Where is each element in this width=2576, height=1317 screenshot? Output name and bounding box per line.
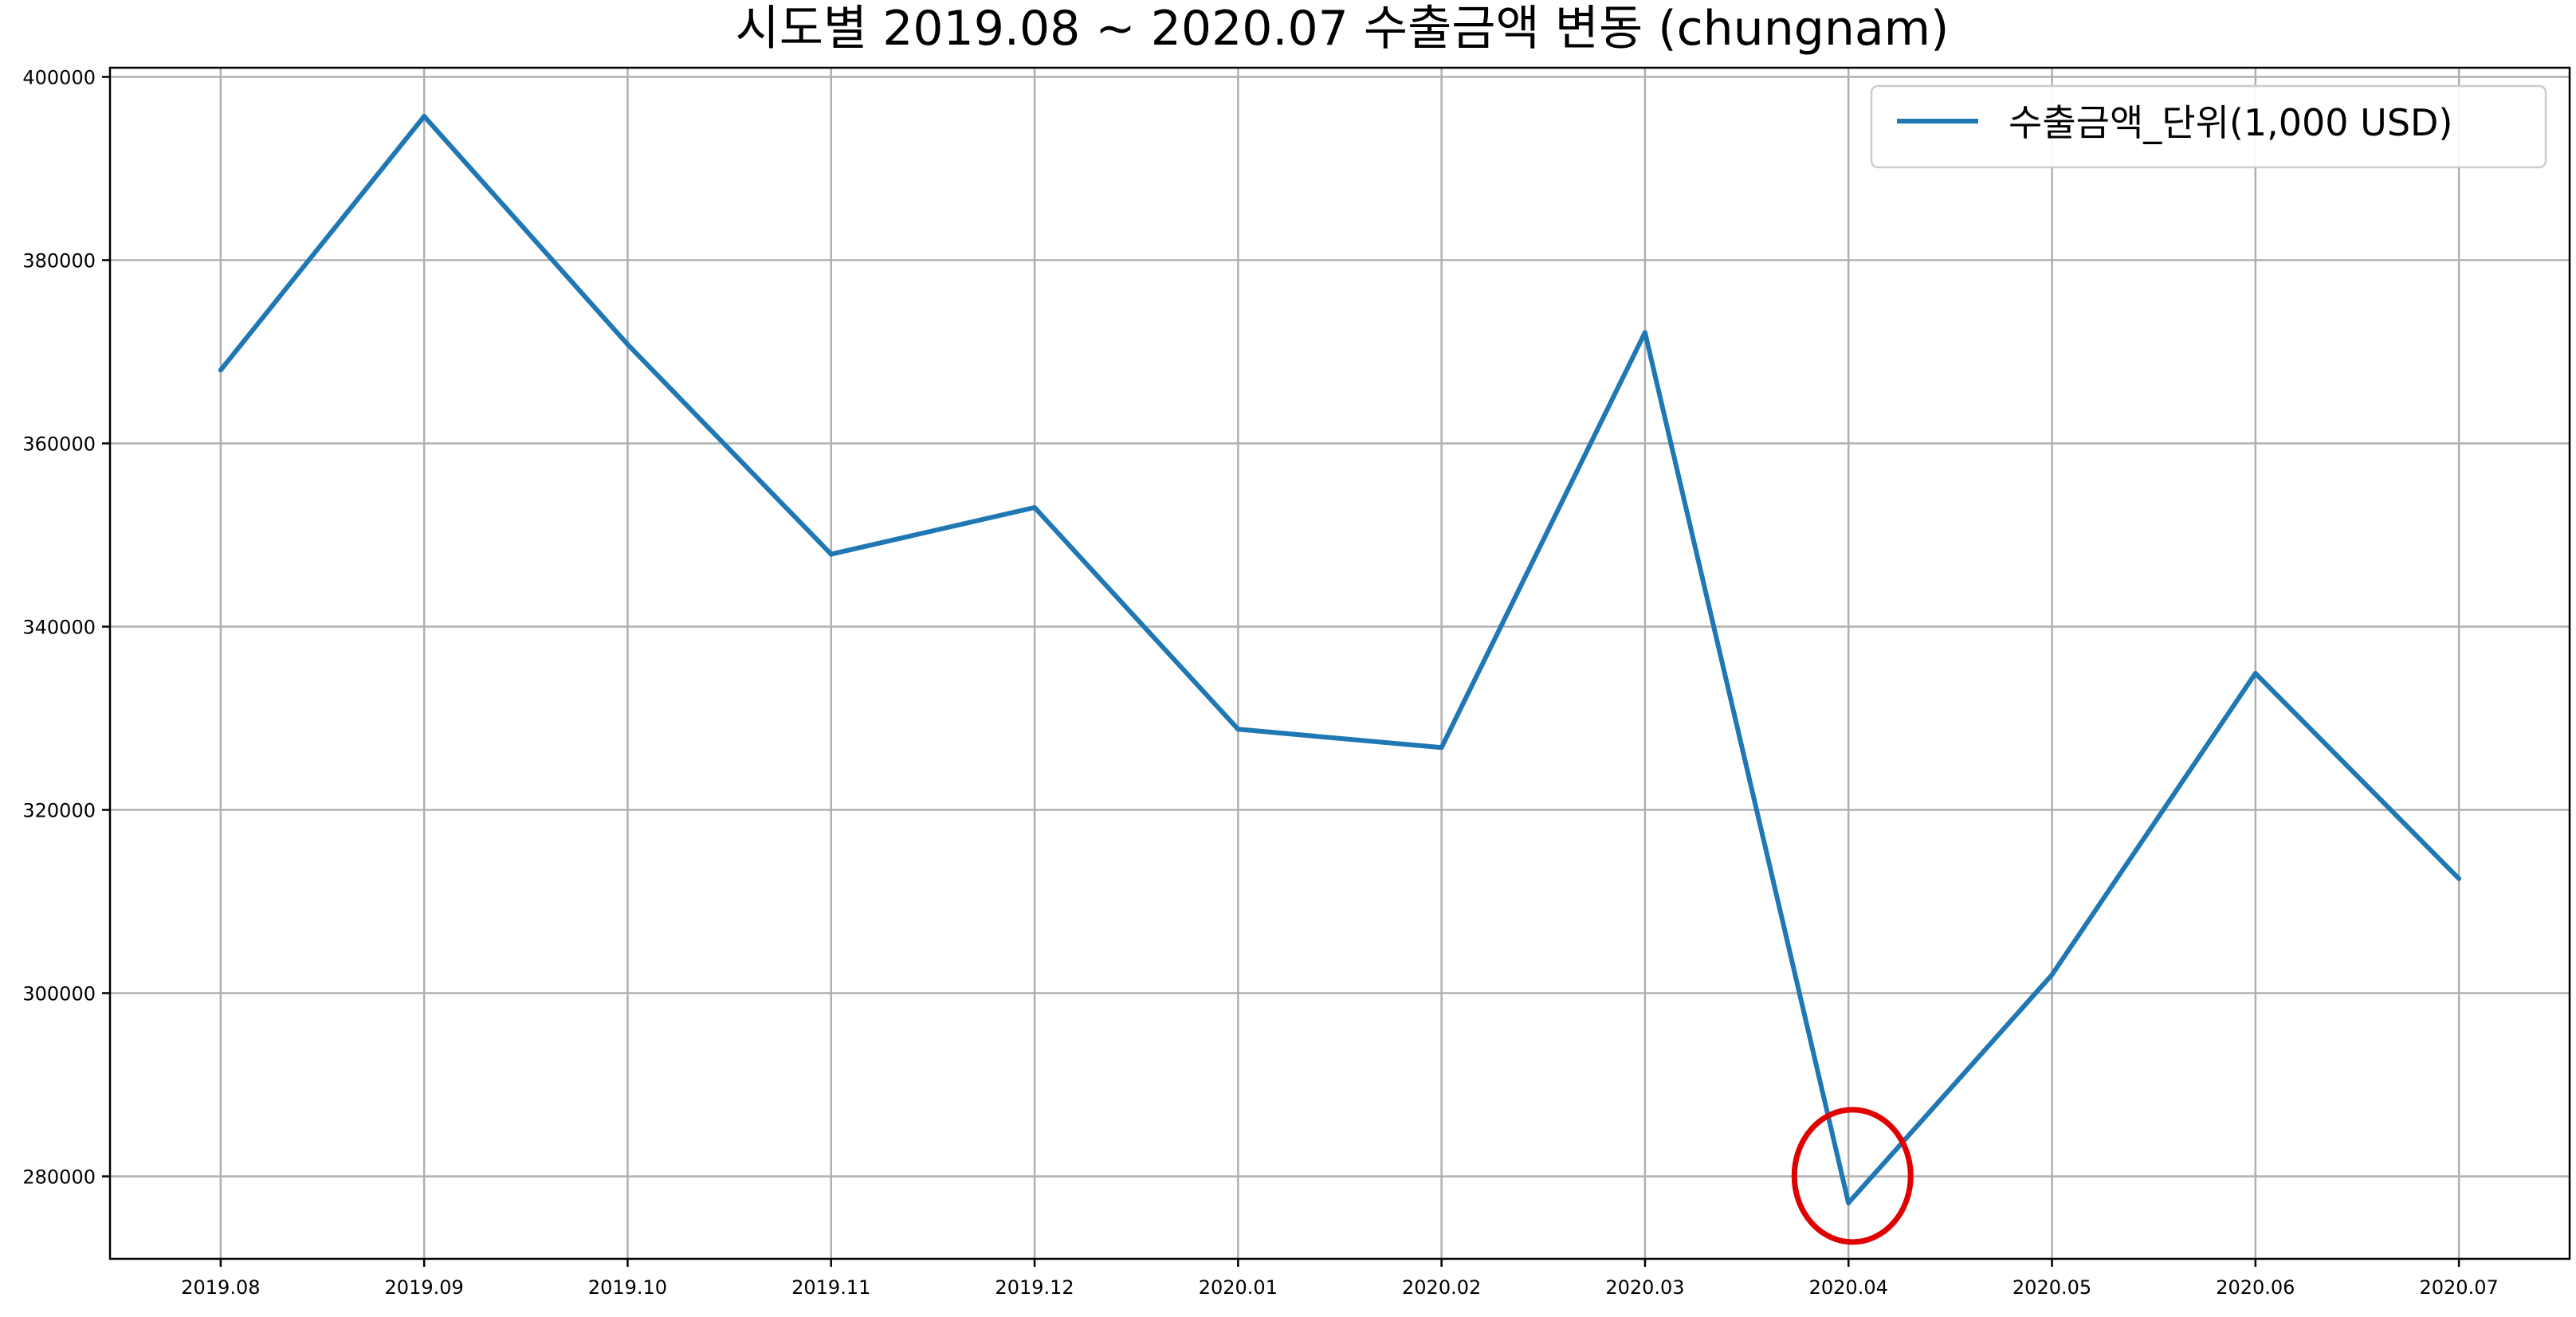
x-tick-label: 2019.12 (995, 1276, 1074, 1299)
data-point (422, 113, 427, 119)
data-point (218, 367, 223, 373)
x-tick-label: 2019.10 (588, 1276, 667, 1299)
data-point (2456, 876, 2462, 881)
data-point (1846, 1200, 1852, 1205)
series-layer (218, 113, 2462, 1205)
data-point (2049, 972, 2055, 978)
grid-lines (110, 68, 2570, 1259)
y-tick-label: 400000 (22, 67, 96, 89)
data-point (625, 342, 630, 347)
x-tick-label: 2019.11 (791, 1276, 870, 1299)
x-tick-label: 2020.01 (1199, 1276, 1278, 1299)
data-point (1439, 745, 1444, 751)
legend-box (1870, 84, 2547, 169)
data-point (828, 551, 834, 557)
axis-ticks: 2019.08 2019.09 2019.10 2019.11 2019.12 2020.… (22, 67, 2498, 1299)
data-point (1235, 727, 1241, 732)
x-tick-label: 2020.05 (2012, 1276, 2091, 1299)
data-point (1642, 330, 1647, 335)
annotation-layer (1791, 1107, 1914, 1245)
legend: 수출금액_단위(1,000 USD) (1870, 84, 2547, 169)
highlight-circle (1791, 1107, 1914, 1245)
x-tick-label: 2020.07 (2420, 1276, 2499, 1299)
x-tick-label: 2019.08 (181, 1276, 260, 1299)
x-tick-label: 2020.03 (1605, 1276, 1684, 1299)
x-tick-label: 2019.09 (385, 1276, 464, 1299)
y-tick-label: 380000 (22, 250, 96, 272)
chart-title: 시도별 2019.08 ~ 2020.07 수출금액 변동 (chungnam) (736, 1, 1950, 57)
series-line (218, 114, 2461, 1205)
y-tick-label: 360000 (22, 433, 96, 456)
data-point (2252, 671, 2258, 676)
y-tick-label: 320000 (22, 800, 96, 822)
y-tick-label: 340000 (22, 617, 96, 639)
legend-label: 수출금액_단위(1,000 USD) (2009, 101, 2452, 144)
x-tick-label: 2020.02 (1402, 1276, 1481, 1299)
y-tick-label: 280000 (22, 1166, 96, 1189)
x-tick-label: 2020.06 (2216, 1276, 2295, 1299)
plot-frame (108, 66, 2571, 1260)
y-tick-label: 300000 (22, 983, 96, 1005)
data-point (1032, 505, 1038, 510)
x-tick-label: 2020.04 (1809, 1276, 1888, 1299)
